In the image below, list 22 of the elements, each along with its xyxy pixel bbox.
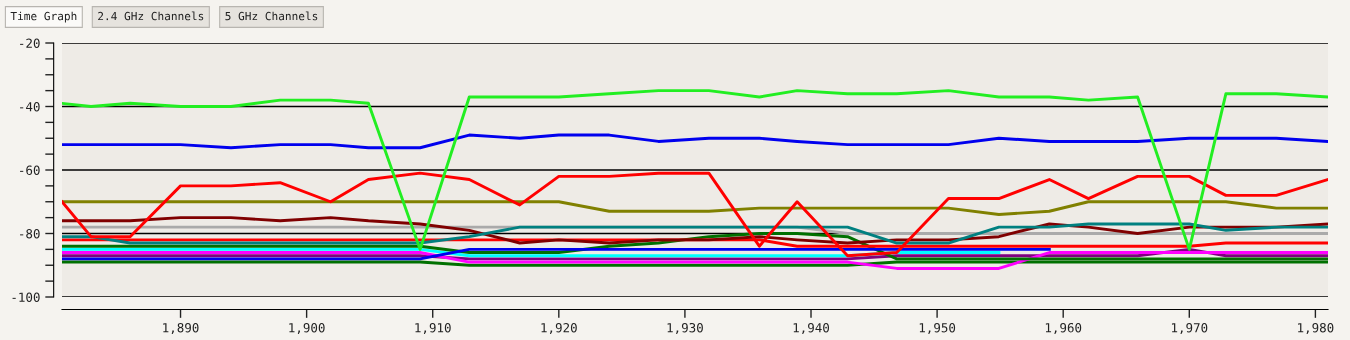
x-tick-label: 1,970	[1171, 322, 1208, 335]
text: 5 GHz Channels	[225, 11, 318, 21]
x-tick-label: 1,950	[919, 322, 956, 335]
line-series	[62, 89, 1328, 251]
y-tick-label: -80	[20, 229, 40, 239]
line-series	[62, 133, 1328, 150]
line-series	[62, 222, 1328, 245]
x-tick-label: 1,940	[793, 322, 830, 335]
y-tick-label: -100	[12, 292, 40, 302]
y-tick-label: -60	[20, 165, 40, 175]
x-tick-label: 1,920	[541, 322, 577, 335]
x-tick-label: 1,930	[667, 322, 703, 335]
x-tick-label: 1,960	[1045, 322, 1082, 335]
text: Time Graph	[10, 11, 77, 23]
y-tick-label: -40	[20, 102, 40, 112]
y-tick-label: -20	[20, 38, 40, 48]
x-tick-label: 1,980	[1298, 322, 1334, 335]
x-tick-label: 1,890	[163, 322, 199, 335]
line-series	[62, 200, 1328, 216]
x-tick-label: 1,910	[415, 322, 451, 335]
x-tick-label: 1,900	[289, 322, 325, 335]
text: 2.4 GHz Channels	[98, 11, 204, 21]
